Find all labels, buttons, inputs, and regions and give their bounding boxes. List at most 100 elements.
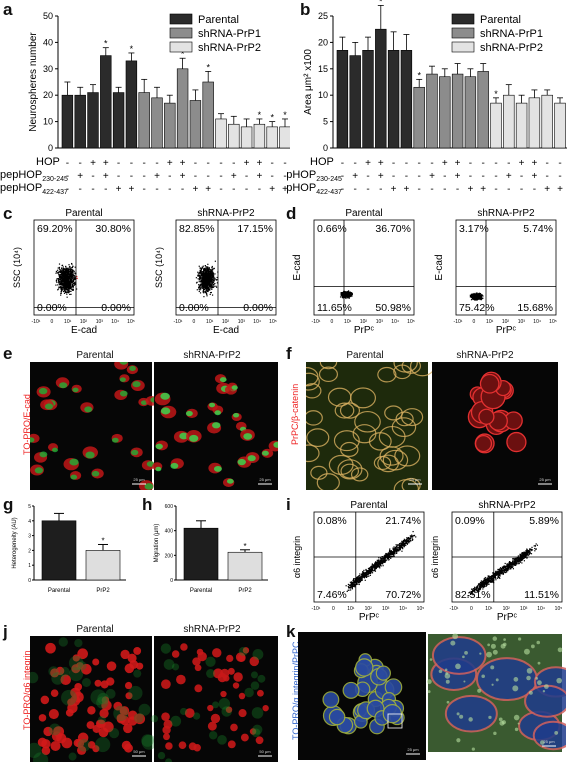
flow-event [377,563,379,565]
treatment-mark: - [494,184,497,195]
flow-event [403,538,405,540]
flow-event [522,557,524,559]
cell-outline [306,383,322,399]
x-tick-label: 10¹ [344,319,352,325]
flow-event [470,295,472,297]
flow-event [200,268,203,271]
flow-event [348,297,350,299]
flow-event [386,553,388,555]
flow-event [470,294,473,296]
flow-event [347,589,349,591]
x-tick-label: 10⁵ [417,606,425,612]
flow-event [63,289,66,292]
flow-event [401,547,403,549]
treatment-mark: - [520,184,523,195]
flow-event [411,539,414,541]
cell-outline [339,402,361,419]
membrane-stain [189,434,199,442]
flow-event [358,579,360,581]
flow-event [406,537,408,539]
flow-event [408,542,410,544]
flow-event [209,274,211,277]
flow-event [73,284,75,286]
flow-event [208,273,210,276]
flow-event [206,272,208,274]
flow-event [211,280,213,282]
flow-event [479,583,481,586]
flow-event [69,287,71,290]
treatment-mark: + [378,171,384,182]
flow-event [342,297,344,299]
flow-event [389,548,391,550]
flow-event [205,277,207,279]
flow-event [531,546,533,548]
flow-event [411,534,413,536]
bar [87,92,99,149]
flow-event [347,292,349,294]
flow-event [351,581,354,583]
treatment-mark: - [168,171,171,182]
flow-event [203,292,205,294]
flow-event [211,271,213,273]
flow-event [211,265,213,268]
flow-event [206,279,208,282]
flow-event [365,573,367,575]
flow-event [67,269,69,271]
flow-event [213,283,215,285]
flow-event [384,557,386,559]
flow-event [479,293,482,295]
flow-event [214,277,216,279]
flow-event [368,570,370,572]
flow-event [376,566,378,568]
x-axis-label: PrPᶜ [496,325,517,336]
flow-event [385,557,387,559]
flow-event [372,569,374,571]
y-tick-label: 25 [318,11,328,21]
membrane-stain [160,407,171,415]
flow-event [204,286,206,288]
flow-event [366,574,368,576]
flow-event [398,550,400,552]
flow-event [375,566,377,568]
quadrant-lr: 0.00% [243,302,273,314]
flow-event [206,284,208,286]
bar [387,50,400,149]
flow-event [492,579,494,581]
flow-event [74,275,76,277]
flow-event [529,548,531,550]
flow-event [68,291,70,293]
flow-event [65,271,68,273]
flow-event [203,284,206,286]
flow-event [379,563,381,565]
flow-event [529,549,531,551]
treatment-mark: - [558,158,561,169]
flow-event [59,269,61,271]
flow-event [356,582,358,585]
membrane-stain [208,402,216,408]
flow-event [409,541,411,543]
flow-event [471,296,473,298]
flow-event [57,280,60,282]
cell-outline [352,424,377,444]
flow-event [374,568,376,571]
flow-event [210,270,212,272]
flow-event [372,566,374,568]
legend-swatch [451,27,475,39]
flow-event [58,263,61,265]
flow-frame [33,219,135,316]
flow-event [384,561,386,563]
flow-event [210,287,212,289]
flow-event [390,551,393,553]
flow-event [403,546,405,548]
bar [362,50,374,149]
flow-event [62,278,64,281]
flow-event [63,283,65,285]
flow-event [70,272,72,274]
flow-event [476,295,478,297]
flow-event [474,296,476,299]
treatment-mark: - [143,184,146,195]
flow-event [502,573,505,575]
